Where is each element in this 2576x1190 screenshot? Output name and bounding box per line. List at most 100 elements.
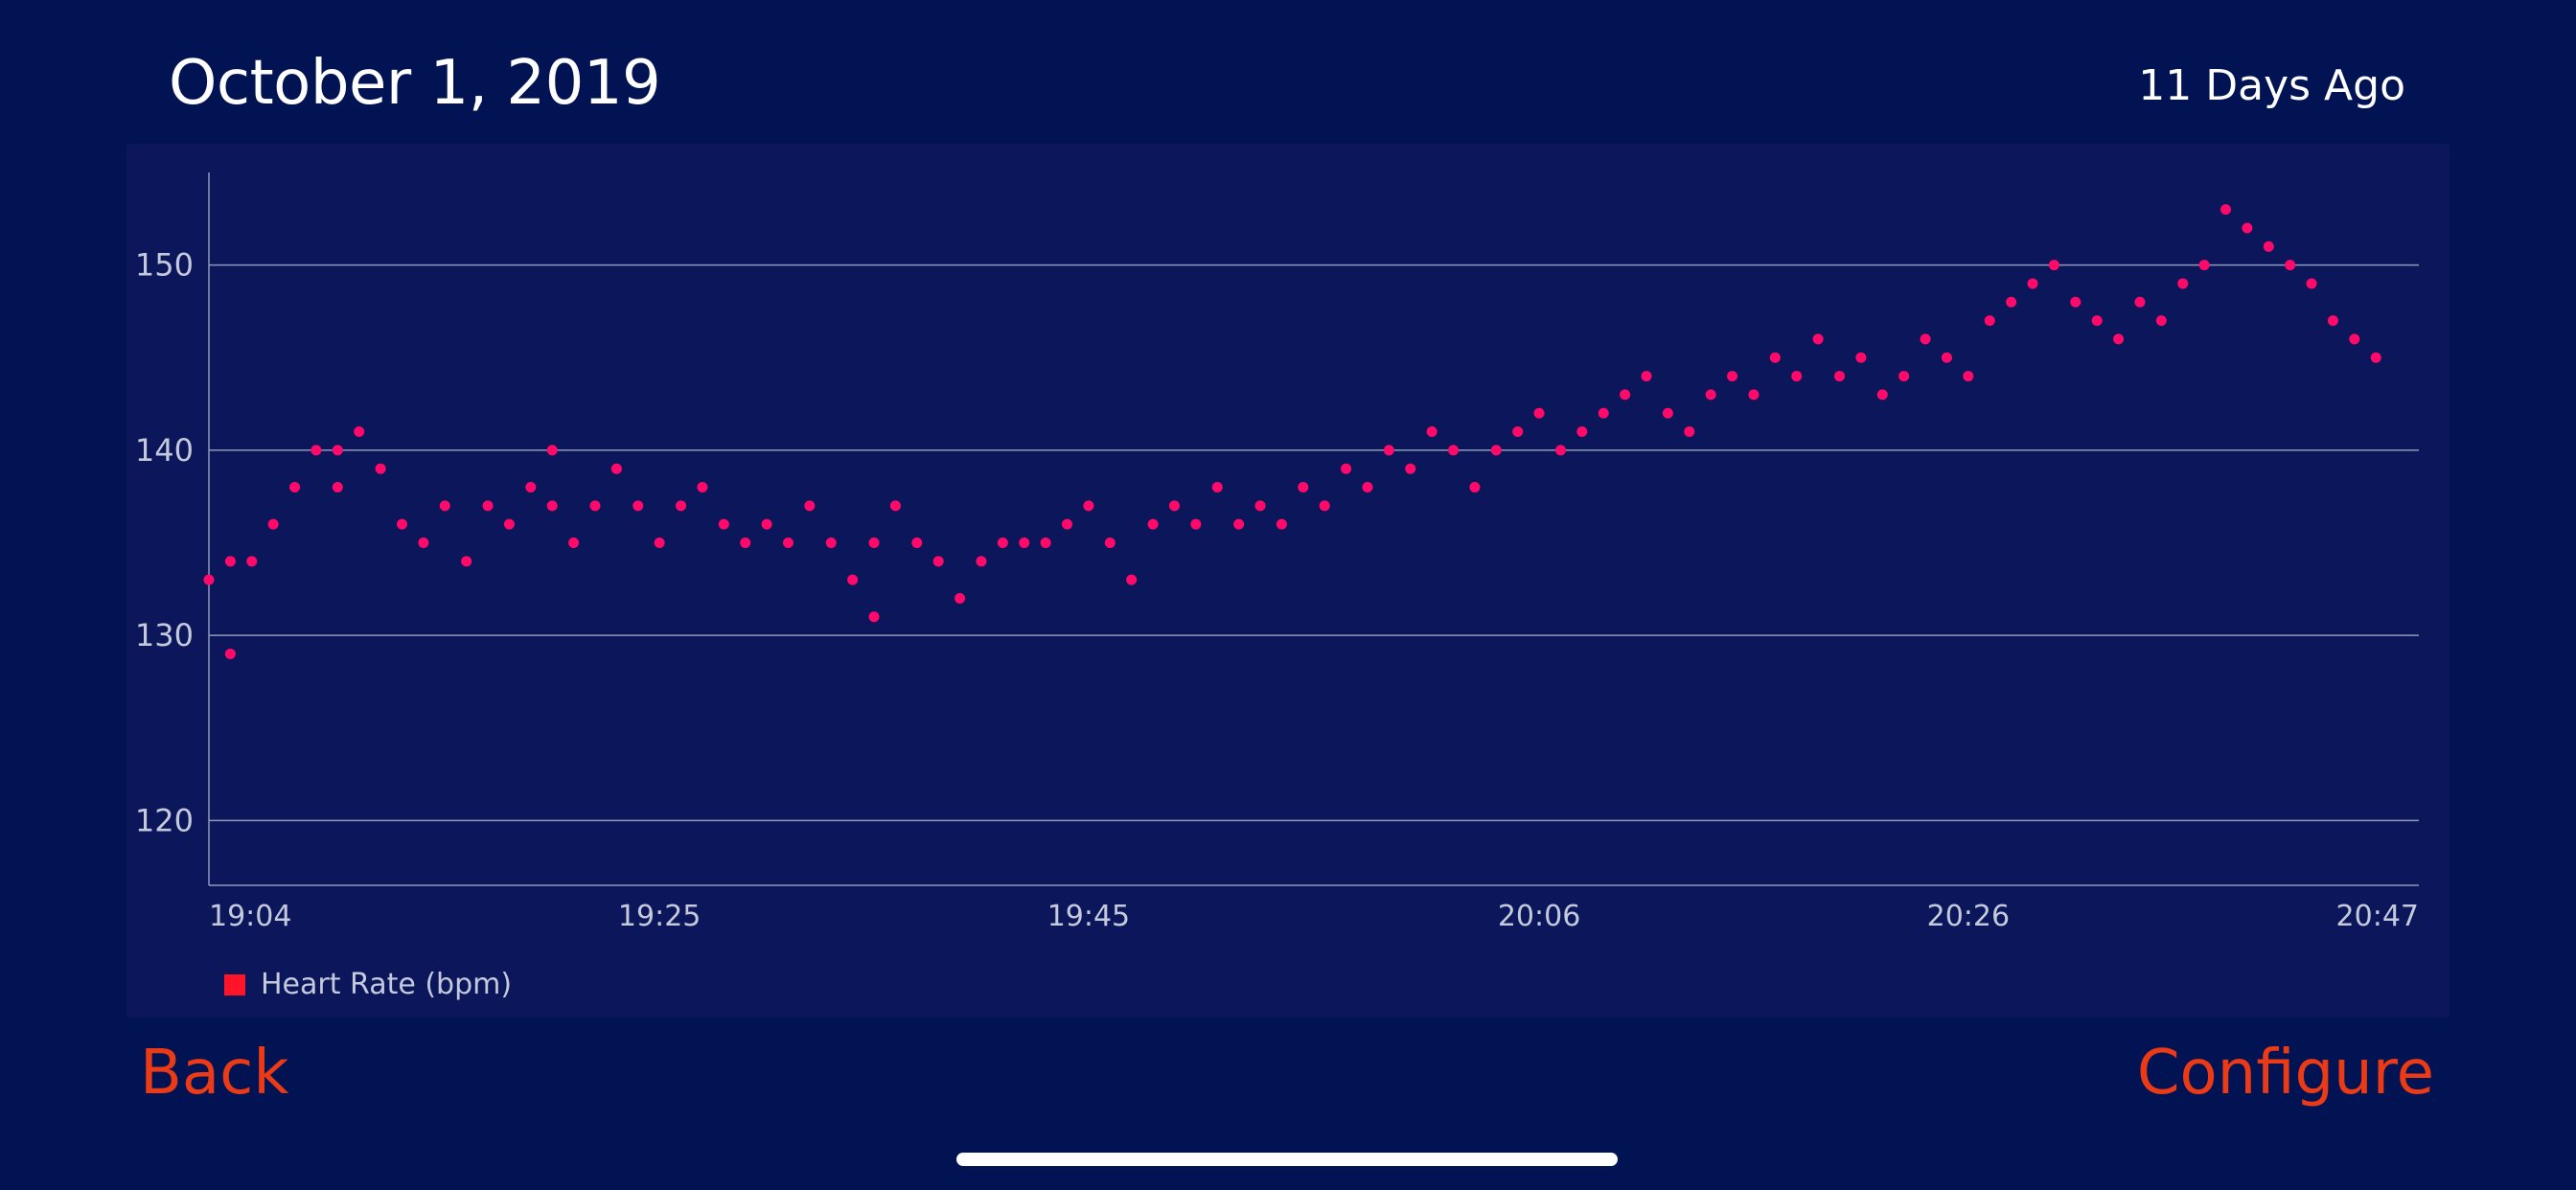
data-point [354,426,365,438]
data-point [1920,333,1931,345]
data-point [1727,371,1738,382]
data-point [1855,352,1867,363]
data-point [1898,371,1910,382]
data-point [1298,482,1309,493]
data-point [1684,426,1695,438]
data-point [1834,371,1846,382]
data-point [418,537,429,548]
data-point [1426,426,1438,438]
data-point [1641,371,1652,382]
data-point [632,500,644,512]
data-point [1662,407,1673,419]
x-tick-label: 19:45 [1047,900,1130,933]
data-point [1211,482,1223,493]
data-point [804,500,816,512]
data-point [761,518,772,530]
data-point [1448,445,1460,456]
data-point [1405,463,1416,474]
data-point [1019,537,1030,548]
data-point [1554,445,1566,456]
data-point [332,445,343,456]
data-point [1490,445,1502,456]
data-point [546,445,558,456]
data-point [503,518,515,530]
data-point [847,574,859,585]
data-point [2006,296,2017,308]
chart-legend: Heart Rate (bpm) [224,968,512,1001]
configure-button[interactable]: Configure [2136,1038,2434,1109]
data-point [782,537,794,548]
data-point [1276,518,1287,530]
data-point [2242,222,2253,234]
data-point [718,518,729,530]
data-point [482,500,494,512]
data-point [1769,352,1781,363]
data-point [1168,500,1180,512]
heart-rate-chart: 120 130 140 150 19:04 19:25 19:45 20:06 20:26 20:… [135,172,2419,933]
data-point [1104,537,1116,548]
data-point [2048,260,2059,271]
data-point [2220,204,2232,216]
data-point [1190,518,1202,530]
data-point [1383,445,1394,456]
data-point [546,500,558,512]
chart-panel: 120 130 140 150 19:04 19:25 19:45 20:06 20:26 20:… [126,144,2450,1018]
data-point [1254,500,1266,512]
data-point [1984,315,1995,327]
x-tick-label: 19:25 [618,900,701,933]
data-point [2027,278,2038,289]
data-point [889,500,901,512]
data-point [1941,352,1952,363]
data-point [2198,260,2210,271]
data-point [1341,463,1352,474]
data-point [2070,296,2082,308]
data-point [2285,260,2296,271]
data-point [375,463,386,474]
data-point [1620,389,1631,400]
data-point [1812,333,1824,345]
data-point [525,482,537,493]
data-point [676,500,687,512]
data-point [997,537,1008,548]
data-point [439,500,450,512]
data-point [1705,389,1716,400]
data-point [610,463,622,474]
data-point [1533,407,1545,419]
data-point [203,574,215,585]
data-point [224,648,236,659]
data-point [289,482,301,493]
y-tick-label: 130 [135,617,194,653]
data-point [224,556,236,567]
data-point [2327,315,2338,327]
data-point [932,556,944,567]
x-tick-label: 20:47 [2336,900,2419,933]
data-point [697,482,708,493]
data-point [954,592,966,604]
y-tick-label: 140 [135,432,194,469]
data-point [2134,296,2146,308]
data-point [461,556,472,567]
home-indicator[interactable] [956,1153,1618,1166]
data-point [1791,371,1803,382]
data-point [1319,500,1330,512]
back-button[interactable]: Back [140,1038,289,1109]
y-tick-label: 150 [135,247,194,284]
data-point [976,556,987,567]
data-point [1963,371,1974,382]
data-point [1576,426,1588,438]
data-point [2263,240,2274,252]
data-point [1040,537,1051,548]
data-point [1748,389,1760,400]
data-point [2113,333,2125,345]
data-point [911,537,923,548]
data-point [2306,278,2317,289]
data-point [1062,518,1073,530]
data-point [568,537,580,548]
data-point [868,611,880,623]
data-point [1233,518,1245,530]
data-point [2177,278,2189,289]
x-tick-label: 19:04 [209,900,291,933]
data-point [868,537,880,548]
data-point [246,556,258,567]
data-point [1362,482,1373,493]
